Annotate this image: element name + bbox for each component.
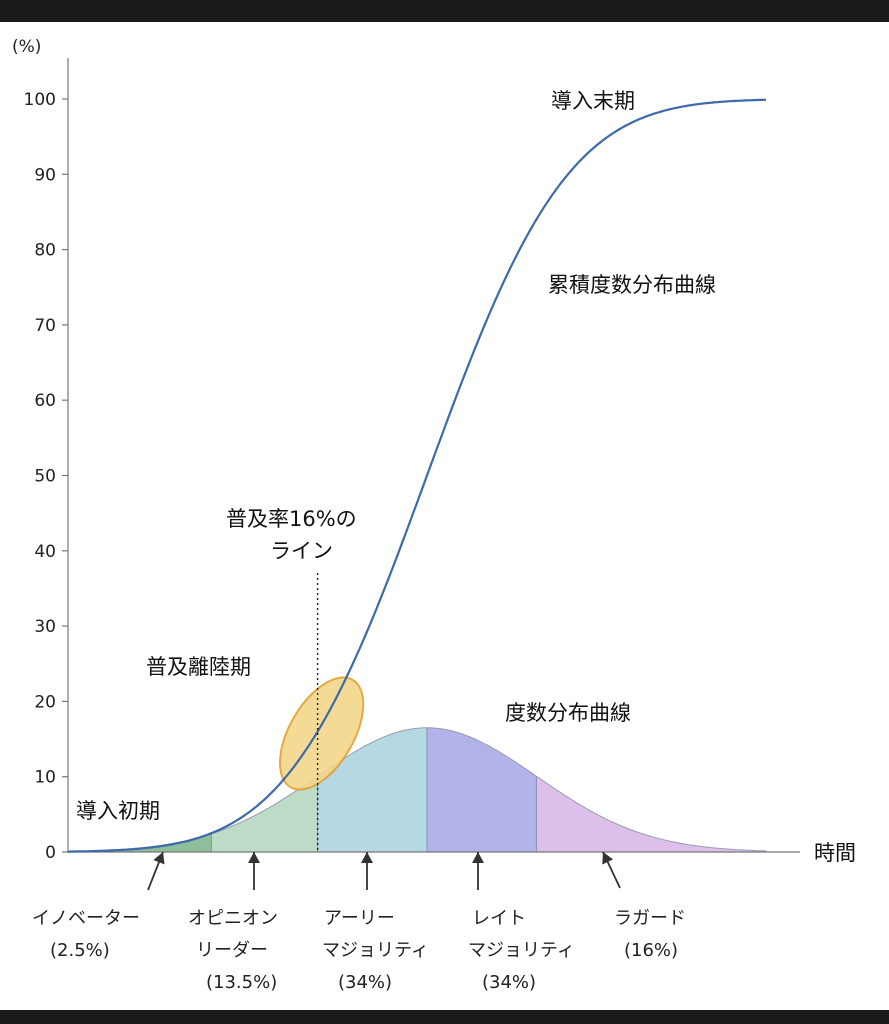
chart-frame: 0 10 20 30 40 50 60 70 80 90 100 (%) 時間 導入末期 累積度数分…	[0, 22, 889, 1010]
bell-segment-laggard	[536, 776, 767, 852]
y-tick-label-20: 20	[34, 692, 56, 712]
segment-early-majority-line3: (34%)	[338, 972, 392, 993]
segment-arrowhead-late-majority	[472, 852, 484, 863]
segment-arrowhead-opinion-leader	[248, 852, 260, 863]
segment-early-majority-line1: アーリー	[324, 908, 395, 929]
segment-arrowhead-innovator	[153, 852, 165, 865]
y-tick-label-80: 80	[34, 241, 56, 261]
segment-laggard-line2: (16%)	[624, 940, 678, 961]
y-tick-label-90: 90	[34, 165, 56, 185]
annotation-line16-line1: 普及率16%の	[226, 507, 357, 531]
bell-segment-innovator	[68, 833, 212, 852]
segment-innovator-line2: (2.5%)	[50, 940, 110, 961]
diffusion-chart: 0 10 20 30 40 50 60 70 80 90 100 (%) 時間 導入末期 累積度数分…	[12, 37, 856, 993]
cumulative-curve	[66, 98, 766, 853]
bell-segment-late-majority	[427, 727, 537, 852]
segment-opinion-leader-line3: (13.5%)	[206, 972, 277, 993]
y-tick-label-60: 60	[34, 391, 56, 411]
segment-arrowhead-early-majority	[361, 852, 373, 863]
annotation-frequency-curve: 度数分布曲線	[505, 701, 631, 725]
y-tick-label-30: 30	[34, 617, 56, 637]
x-axis-label: 時間	[814, 841, 856, 865]
annotation-cumulative-curve: 累積度数分布曲線	[548, 273, 716, 297]
annotation-early-phase: 導入初期	[76, 799, 160, 823]
segment-late-majority-line3: (34%)	[482, 972, 536, 993]
annotation-line16-line2: ライン	[270, 539, 333, 563]
y-tick-label-70: 70	[34, 316, 56, 336]
segment-late-majority-line2: マジョリティ	[468, 940, 575, 961]
y-tick-label-10: 10	[34, 768, 56, 788]
segment-innovator-line1: イノベーター	[32, 908, 140, 929]
segment-laggard-line1: ラガード	[614, 908, 686, 929]
y-tick-label-100: 100	[24, 90, 56, 110]
segment-early-majority-line2: マジョリティ	[322, 940, 429, 961]
bell-segment-early-majority	[317, 727, 427, 852]
y-unit-label: (%)	[12, 37, 41, 57]
segment-opinion-leader-line2: リーダー	[196, 940, 268, 961]
segment-late-majority-line1: レイト	[472, 908, 526, 929]
y-tick-label-0: 0	[45, 843, 56, 863]
chasm-ellipse	[279, 676, 365, 791]
y-tick-label-40: 40	[34, 542, 56, 562]
segment-opinion-leader-line1: オピニオン	[188, 908, 278, 929]
y-tick-label-50: 50	[34, 467, 56, 487]
bell-segment-opinion-leader	[211, 776, 318, 852]
annotation-chasm: 普及離陸期	[146, 655, 251, 679]
segment-arrowhead-laggard	[602, 852, 614, 865]
annotation-late-phase: 導入末期	[551, 89, 635, 113]
